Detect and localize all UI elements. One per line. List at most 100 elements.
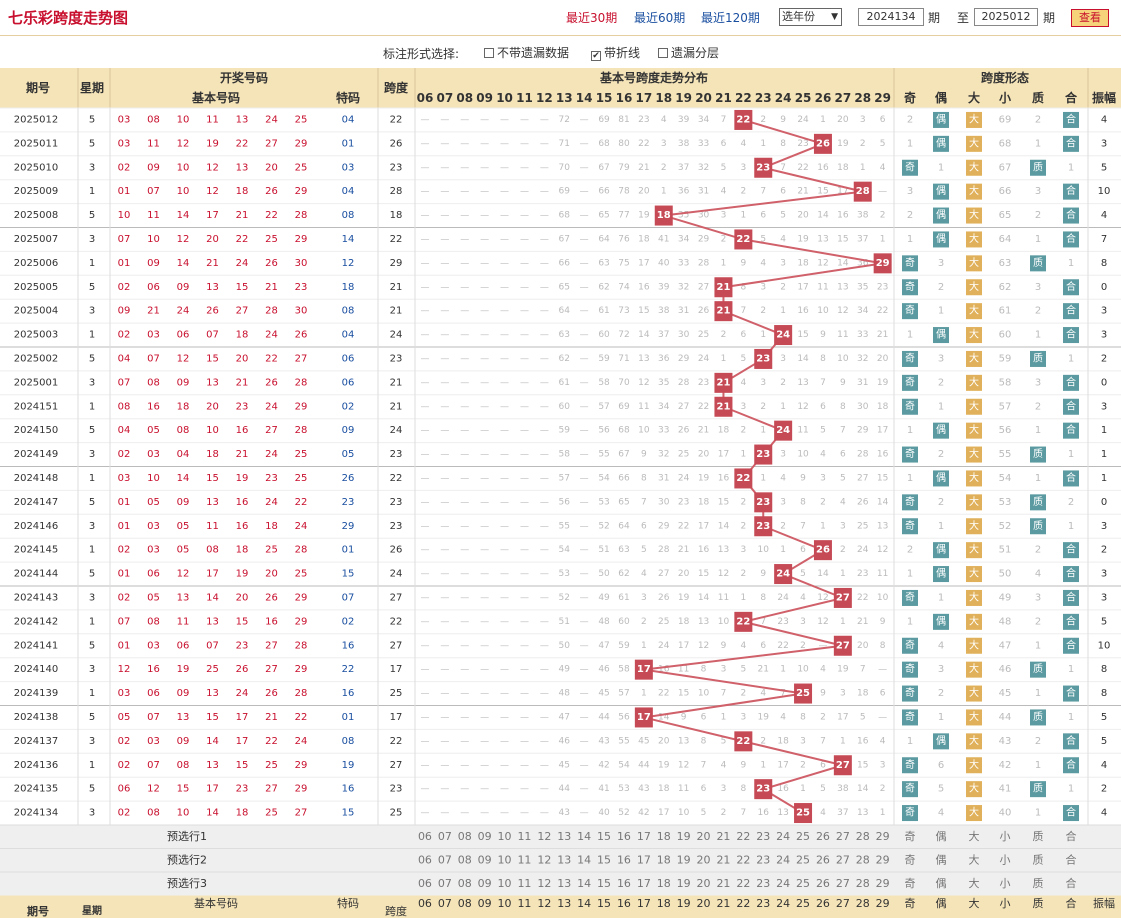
special-number: 14 xyxy=(342,234,355,245)
miss-cell: — xyxy=(878,712,887,722)
form-miss: 1 xyxy=(1068,258,1074,269)
preselect-number: 15 xyxy=(597,854,611,867)
miss-cell: — xyxy=(480,641,489,651)
miss-cell: — xyxy=(878,665,887,675)
miss-cell: — xyxy=(440,426,449,436)
miss-cell: 62 xyxy=(618,569,629,579)
form-miss: 65 xyxy=(999,210,1012,221)
preselect-form: 合 xyxy=(1066,853,1077,867)
span-hit-label: 24 xyxy=(776,330,790,341)
recent-60-link[interactable]: 最近60期 xyxy=(634,11,686,25)
miss-cell: 61 xyxy=(559,378,570,388)
form-miss: 47 xyxy=(999,640,1012,651)
miss-cell: — xyxy=(460,545,469,555)
miss-cell: 2 xyxy=(740,689,746,699)
span-col-header: 15 xyxy=(596,91,613,105)
year-select[interactable]: 选年份 ▼ xyxy=(779,8,842,26)
form-col-header: 小 xyxy=(1000,897,1011,910)
miss-cell: 14 xyxy=(817,211,829,221)
basic-number: 29 xyxy=(295,592,308,603)
basic-number: 25 xyxy=(265,545,278,556)
miss-cell: — xyxy=(440,306,449,316)
span-cell: 25 xyxy=(390,688,403,699)
basic-number: 02 xyxy=(118,282,131,293)
view-button[interactable]: 查看 xyxy=(1071,9,1109,27)
form-miss: 1 xyxy=(907,473,913,484)
preselect-number: 23 xyxy=(756,854,770,867)
basic-number: 14 xyxy=(177,258,190,269)
basic-number: 13 xyxy=(206,688,219,699)
basic-number: 02 xyxy=(118,330,131,341)
amplitude-cell: 2 xyxy=(1101,545,1107,556)
miss-cell: 11 xyxy=(817,282,828,292)
miss-cell: 32 xyxy=(857,354,868,364)
span-cell: 18 xyxy=(390,210,403,221)
preselect-number: 20 xyxy=(697,877,711,890)
miss-cell: — xyxy=(480,378,489,388)
preselect-number: 22 xyxy=(736,877,750,890)
basic-number: 09 xyxy=(147,162,160,173)
form-miss: 2 xyxy=(938,497,944,508)
preselect-number: 21 xyxy=(716,830,730,843)
miss-cell: 5 xyxy=(701,808,707,818)
polyline-checkbox[interactable]: ✔ 带折线 xyxy=(591,44,640,61)
miss-cell: — xyxy=(480,234,489,244)
miss-cell: — xyxy=(460,378,469,388)
miss-cell: 7 xyxy=(800,521,806,531)
basic-number: 16 xyxy=(147,664,160,675)
miss-cell: 15 xyxy=(638,306,649,316)
to-issue-input[interactable]: 2025012 xyxy=(974,8,1038,26)
miss-cell: 70 xyxy=(559,163,571,173)
span-cell: 23 xyxy=(390,784,403,795)
miss-cell: — xyxy=(540,426,549,436)
form-miss: 1 xyxy=(938,592,944,603)
recent-120-link[interactable]: 最近120期 xyxy=(701,11,760,25)
miss-cell: 4 xyxy=(760,689,766,699)
span-cell: 22 xyxy=(390,114,403,125)
week-header: 星期 xyxy=(80,80,104,95)
basic-number: 28 xyxy=(295,545,308,556)
miss-cell: — xyxy=(580,473,589,483)
miss-cell: 14 xyxy=(698,593,710,603)
miss-cell: — xyxy=(480,760,489,770)
miss-cell: 7 xyxy=(701,760,707,770)
miss-cell: 20 xyxy=(857,641,869,651)
form-badge xyxy=(902,350,918,367)
miss-cell: — xyxy=(540,402,549,412)
miss-cell: — xyxy=(440,712,449,722)
basic-number: 23 xyxy=(236,784,249,795)
miss-cell: 16 xyxy=(758,808,770,818)
recent-30-link[interactable]: 最近30期 xyxy=(566,11,618,25)
form-badge xyxy=(1063,613,1079,630)
miss-cell: 36 xyxy=(658,354,670,364)
form-badge-label: 大 xyxy=(969,375,979,388)
span-col-header: 21 xyxy=(715,91,732,105)
form-badge-label: 质 xyxy=(1033,783,1043,795)
miss-cell: — xyxy=(440,641,449,651)
form-badge-label: 偶 xyxy=(936,112,946,125)
form-badge xyxy=(902,303,918,320)
miss-cell: 16 xyxy=(638,282,650,292)
preselect-number: 12 xyxy=(537,877,551,890)
miss-cell: 12 xyxy=(837,306,848,316)
week-cell: 1 xyxy=(89,760,95,771)
miss-cell: 3 xyxy=(800,617,806,627)
miss-cell: 60 xyxy=(618,617,630,627)
miss-layer-checkbox[interactable]: 遗漏分层 xyxy=(658,44,719,61)
span-trend-line xyxy=(643,118,883,814)
basic-number: 24 xyxy=(265,114,278,125)
miss-cell: 6 xyxy=(641,521,647,531)
basic-number: 04 xyxy=(177,449,190,460)
miss-cell: 4 xyxy=(880,163,886,173)
form-badge xyxy=(966,279,982,296)
miss-cell: 1 xyxy=(760,473,766,483)
preselect-number: 21 xyxy=(716,877,730,890)
miss-cell: — xyxy=(580,617,589,627)
special-number: 05 xyxy=(342,449,355,460)
no-miss-checkbox[interactable]: 不带遗漏数据 xyxy=(484,44,569,61)
basic-number: 24 xyxy=(265,497,278,508)
from-issue-input[interactable]: 2024134 xyxy=(858,8,924,26)
miss-cell: — xyxy=(480,569,489,579)
preselect-number: 17 xyxy=(637,854,651,867)
span-cell: 22 xyxy=(390,736,403,747)
